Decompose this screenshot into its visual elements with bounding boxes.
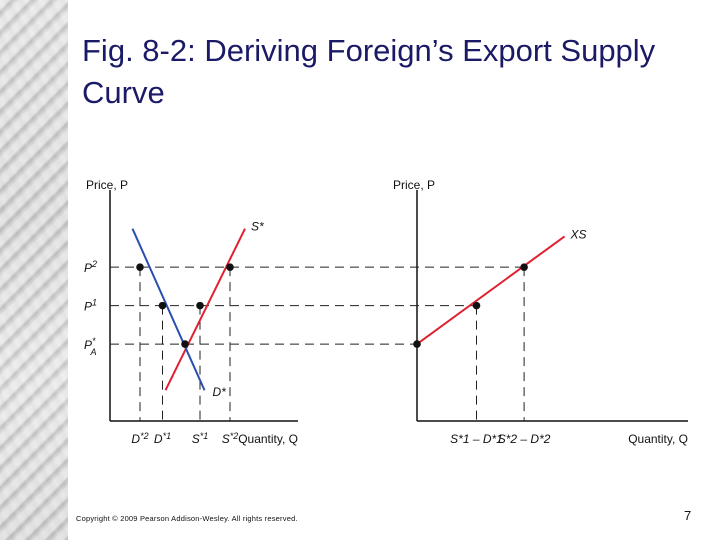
left-point-2	[158, 301, 167, 310]
copyright-notice: Copyright © 2009 Pearson Addison-Wesley.…	[76, 514, 298, 523]
y-tick-label-0: P2	[84, 259, 97, 275]
right-y-axis-label: Price, P	[393, 178, 435, 192]
right-x-axis-label: Quantity, Q	[628, 432, 688, 446]
y-tick-label-1: P1	[84, 298, 97, 314]
left-x-tick-label-3: S*2	[222, 431, 239, 446]
y-tick-label-2: P* A	[84, 336, 97, 357]
right-x-tick-label-1: S*2 – D*2	[498, 432, 551, 446]
left-y-axis-label: Price, P	[86, 178, 128, 192]
demand-curve-label: D*	[213, 385, 227, 399]
marble-side-strip	[0, 0, 68, 540]
left-point-1	[226, 263, 234, 271]
page-number: 7	[684, 508, 692, 523]
left-x-tick-label-2: S*1	[192, 431, 209, 446]
slide-title: Fig. 8-2: Deriving Foreign’s Export Supp…	[82, 33, 656, 110]
left-x-axis-label: Quantity, Q	[238, 432, 298, 446]
right-point-2	[520, 263, 528, 271]
right-x-tick-label-0: S*1 – D*1	[450, 432, 503, 446]
left-curve-supply	[164, 228, 246, 391]
left-point-4	[181, 340, 189, 348]
left-point-0	[136, 263, 144, 271]
supply-curve-label: S*	[251, 220, 264, 234]
right-point-0	[413, 340, 421, 348]
left-point-3	[196, 301, 204, 310]
export-supply-curve-label: XS	[570, 227, 587, 241]
left-curve-demand	[131, 228, 206, 391]
right-point-1	[472, 301, 481, 310]
left-x-tick-label-0: D*2	[131, 431, 148, 446]
left-x-tick-label-1: D*1	[154, 431, 171, 446]
right-curve-supply	[416, 235, 566, 345]
